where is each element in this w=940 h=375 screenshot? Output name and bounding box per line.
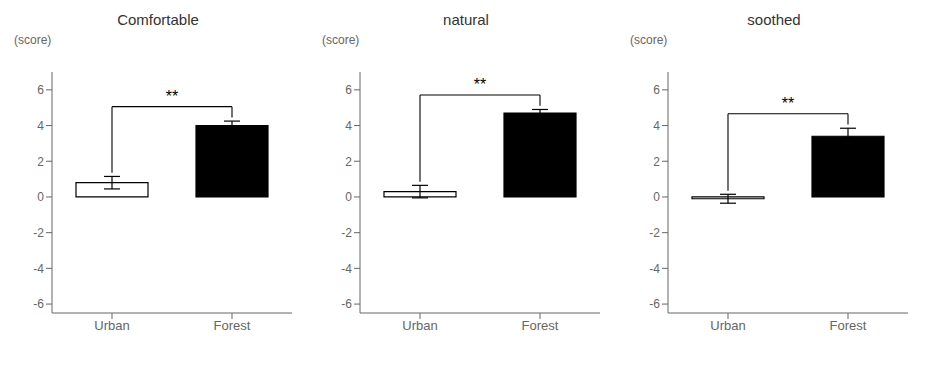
svg-text:**: ** — [474, 76, 486, 93]
svg-text:-4: -4 — [649, 262, 660, 276]
svg-text:Urban: Urban — [710, 318, 745, 333]
svg-text:Urban: Urban — [94, 318, 129, 333]
svg-text:-4: -4 — [341, 262, 352, 276]
svg-text:Forest: Forest — [214, 318, 251, 333]
svg-text:2: 2 — [653, 155, 660, 169]
svg-text:4: 4 — [653, 119, 660, 133]
svg-text:0: 0 — [653, 190, 660, 204]
svg-text:-2: -2 — [341, 226, 352, 240]
svg-text:Forest: Forest — [830, 318, 867, 333]
html-text:Comfortable: Comfortable — [117, 11, 199, 28]
svg-text:6: 6 — [345, 83, 352, 97]
svg-text:4: 4 — [345, 119, 352, 133]
svg-text:-4: -4 — [33, 262, 44, 276]
svg-text:2: 2 — [37, 155, 44, 169]
svg-text:Forest: Forest — [522, 318, 559, 333]
html-text:(score): (score) — [14, 33, 52, 47]
html-text:natural: natural — [443, 11, 489, 28]
svg-text:6: 6 — [37, 83, 44, 97]
html-text:soothed: soothed — [747, 11, 801, 28]
svg-text:0: 0 — [345, 190, 352, 204]
svg-text:**: ** — [166, 88, 178, 105]
svg-text:-6: -6 — [649, 297, 660, 311]
svg-text:-6: -6 — [33, 297, 44, 311]
svg-text:Urban: Urban — [402, 318, 437, 333]
html-text:(score): (score) — [322, 33, 360, 47]
svg-text:-6: -6 — [341, 297, 352, 311]
svg-text:2: 2 — [345, 155, 352, 169]
svg-text:-2: -2 — [33, 226, 44, 240]
svg-text:4: 4 — [37, 119, 44, 133]
svg-text:-2: -2 — [649, 226, 660, 240]
svg-text:**: ** — [782, 95, 794, 112]
html-text:(score): (score) — [630, 33, 668, 47]
svg-text:6: 6 — [653, 83, 660, 97]
svg-text:0: 0 — [37, 190, 44, 204]
